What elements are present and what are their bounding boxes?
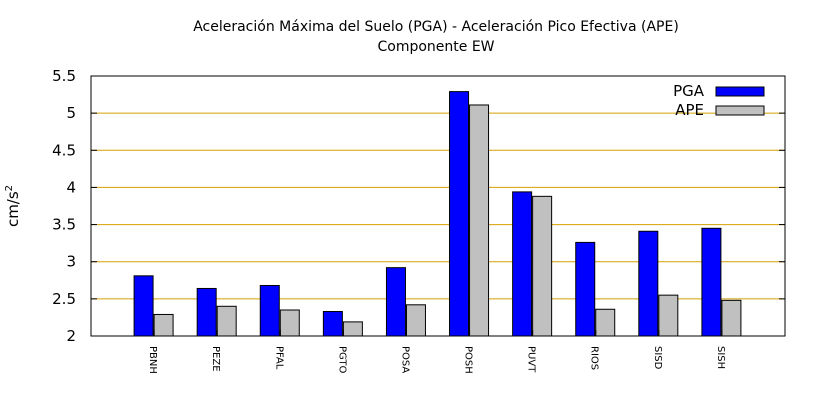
bar-ape-puvt xyxy=(532,195,553,337)
bar-pga-sisd xyxy=(638,230,659,337)
y-tick-label: 4 xyxy=(66,178,76,196)
x-tick-label: POSH xyxy=(463,346,474,374)
bar-ape-sish xyxy=(721,299,742,337)
y-tick-label: 3.5 xyxy=(52,216,76,234)
plot-frame xyxy=(90,75,786,337)
bar-pga-posa xyxy=(385,267,406,337)
bar-ape-rios xyxy=(595,308,616,337)
bar-pga-pgto xyxy=(322,310,343,337)
bar-pga-posh xyxy=(449,91,470,337)
bar-ape-peze xyxy=(216,305,237,337)
chart-subtitle: Componente EW xyxy=(377,39,494,55)
y-tick-label: 5 xyxy=(66,104,76,122)
chart-title: Aceleración Máxima del Suelo (PGA) - Ace… xyxy=(193,19,679,35)
legend-label-pga: PGA xyxy=(673,82,705,100)
grid-lines xyxy=(91,112,785,300)
bars xyxy=(133,91,742,337)
x-tick-label: RIOS xyxy=(589,346,600,370)
legend-label-ape: APE xyxy=(675,101,704,119)
y-axis-ticks: 2 2.5 3 3.5 4 4.5 5 5.5 xyxy=(52,67,785,345)
bar-ape-sisd xyxy=(658,294,679,337)
bar-pga-pbnh xyxy=(133,275,154,337)
y-tick-label: 2.5 xyxy=(52,290,76,308)
bar-ape-posh xyxy=(469,104,490,337)
bar-pga-pfal xyxy=(259,284,280,337)
x-axis-categories: PBNH PEZE PFAL PGTO POSA POSH PUVT RIOS SISD SISH xyxy=(147,330,726,374)
x-tick-label: PFAL xyxy=(273,346,284,370)
bar-ape-posa xyxy=(405,304,426,337)
bar-pga-rios xyxy=(575,241,596,337)
y-tick-label: 2 xyxy=(66,327,76,345)
legend-swatch-ape xyxy=(715,105,765,116)
bar-pga-peze xyxy=(196,287,217,337)
x-tick-label: PUVT xyxy=(526,346,537,373)
y-tick-label: 4.5 xyxy=(52,141,76,159)
x-tick-label: SISD xyxy=(652,346,663,370)
x-tick-label: PGTO xyxy=(336,346,347,374)
y-tick-label: 5.5 xyxy=(52,67,76,85)
y-tick-label: 3 xyxy=(66,253,76,271)
x-tick-label: POSA xyxy=(399,346,410,373)
bar-ape-pbnh xyxy=(153,313,174,337)
bar-pga-puvt xyxy=(512,191,533,337)
x-tick-label: SISH xyxy=(715,346,726,369)
bar-pga-sish xyxy=(701,227,722,337)
bar-ape-pfal xyxy=(279,309,300,337)
x-tick-label: PEZE xyxy=(210,346,221,372)
x-tick-label: PBNH xyxy=(147,346,158,374)
bar-ape-pgto xyxy=(342,321,363,337)
legend-swatch-pga xyxy=(715,86,765,97)
y-axis-label: cm/s2 xyxy=(4,185,22,227)
